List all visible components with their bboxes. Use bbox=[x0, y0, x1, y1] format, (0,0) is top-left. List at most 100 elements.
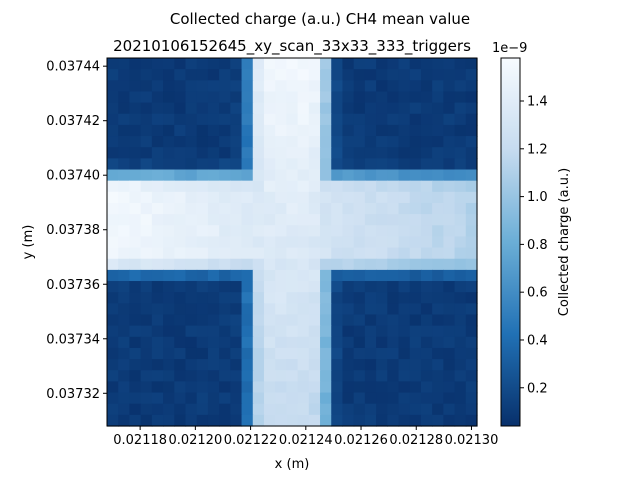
heatmap-cell bbox=[196, 225, 209, 238]
heatmap-cell bbox=[353, 69, 366, 81]
heatmap-cell bbox=[140, 214, 153, 226]
heatmap-cell bbox=[353, 292, 366, 304]
heatmap-cell bbox=[342, 392, 355, 405]
heatmap-cell bbox=[398, 102, 411, 115]
heatmap-cell bbox=[432, 247, 444, 260]
heatmap-cell bbox=[342, 314, 355, 327]
heatmap-cell bbox=[331, 169, 344, 182]
heatmap-cell bbox=[443, 102, 456, 115]
heatmap-cell bbox=[140, 191, 153, 204]
heatmap-cell bbox=[320, 158, 332, 171]
heatmap-cell bbox=[129, 258, 142, 271]
heatmap-cell bbox=[331, 347, 344, 360]
heatmap-cell bbox=[151, 113, 164, 126]
heatmap-cell bbox=[275, 403, 287, 416]
heatmap-cell bbox=[107, 147, 119, 159]
heatmap-cell bbox=[342, 336, 355, 349]
heatmap-cell bbox=[353, 359, 366, 371]
heatmap-cell bbox=[151, 392, 164, 405]
heatmap-cell bbox=[364, 325, 377, 338]
heatmap-cell bbox=[263, 247, 276, 260]
heatmap-cell bbox=[409, 214, 422, 226]
heatmap-cell bbox=[207, 336, 220, 349]
heatmap-cell bbox=[207, 124, 220, 137]
heatmap-cell bbox=[107, 258, 119, 271]
heatmap-cell bbox=[454, 314, 467, 327]
heatmap-cell bbox=[331, 359, 344, 371]
heatmap-cell bbox=[219, 347, 231, 360]
heatmap-cell bbox=[230, 80, 243, 93]
heatmap-cell bbox=[432, 381, 444, 394]
x-tick-label: 0.02118 bbox=[113, 433, 167, 448]
heatmap-cell bbox=[207, 91, 220, 104]
heatmap-cell bbox=[163, 80, 175, 93]
heatmap-cell bbox=[286, 124, 299, 137]
heatmap-cell bbox=[129, 58, 142, 70]
heatmap-cell bbox=[297, 58, 310, 70]
heatmap-cell bbox=[376, 281, 388, 293]
heatmap-cell bbox=[129, 281, 142, 293]
heatmap-cell bbox=[196, 147, 209, 159]
heatmap-cell bbox=[151, 136, 164, 148]
heatmap-cell bbox=[353, 414, 366, 427]
heatmap-cell bbox=[387, 58, 400, 70]
heatmap-cell bbox=[353, 392, 366, 405]
heatmap-cell bbox=[364, 225, 377, 238]
heatmap-cell bbox=[443, 392, 456, 405]
heatmap-cell bbox=[454, 392, 467, 405]
heatmap-cell bbox=[129, 359, 142, 371]
heatmap-cell bbox=[118, 191, 131, 204]
heatmap-cell bbox=[252, 392, 265, 405]
heatmap-cell bbox=[387, 359, 400, 371]
heatmap-cell bbox=[230, 214, 243, 226]
heatmap-cell bbox=[387, 314, 400, 327]
heatmap-cell bbox=[252, 359, 265, 371]
heatmap-cell bbox=[107, 102, 119, 115]
y-tick-label: 0.03738 bbox=[46, 223, 100, 238]
heatmap-cell bbox=[420, 236, 433, 249]
heatmap-cell bbox=[443, 69, 456, 81]
heatmap-cell bbox=[331, 69, 344, 81]
heatmap-cell bbox=[443, 214, 456, 226]
heatmap-cell bbox=[331, 325, 344, 338]
heatmap-cell bbox=[174, 236, 187, 249]
heatmap-cell bbox=[432, 359, 444, 371]
heatmap-cell bbox=[308, 359, 321, 371]
heatmap-cell bbox=[163, 169, 175, 182]
heatmap-cell bbox=[420, 392, 433, 405]
heatmap-cell bbox=[140, 370, 153, 382]
heatmap-cell bbox=[241, 281, 254, 293]
heatmap-cell bbox=[409, 80, 422, 93]
heatmap-cell bbox=[420, 370, 433, 382]
heatmap-cell bbox=[409, 69, 422, 81]
heatmap-cell bbox=[308, 247, 321, 260]
heatmap-cell bbox=[163, 392, 175, 405]
heatmap-cell bbox=[364, 69, 377, 81]
heatmap-cell bbox=[432, 180, 444, 193]
heatmap-cell bbox=[376, 91, 388, 104]
heatmap-cell bbox=[432, 258, 444, 271]
heatmap-cell bbox=[118, 381, 131, 394]
heatmap-cell bbox=[443, 281, 456, 293]
heatmap-cell bbox=[308, 69, 321, 81]
heatmap-cell bbox=[219, 325, 231, 338]
heatmap-cell bbox=[129, 325, 142, 338]
heatmap-cell bbox=[129, 214, 142, 226]
plot-frame bbox=[106, 57, 478, 427]
heatmap-cell bbox=[241, 91, 254, 104]
heatmap-cell bbox=[185, 69, 198, 81]
heatmap-cell bbox=[129, 180, 142, 193]
heatmap-cell bbox=[207, 102, 220, 115]
heatmap-cell bbox=[230, 292, 243, 304]
heatmap-cell bbox=[297, 269, 310, 282]
heatmap-cell bbox=[207, 180, 220, 193]
heatmap-cell bbox=[376, 359, 388, 371]
heatmap-cell bbox=[398, 69, 411, 81]
heatmap-cell bbox=[174, 69, 187, 81]
heatmap-cell bbox=[342, 91, 355, 104]
heatmap-cell bbox=[241, 124, 254, 137]
heatmap-cell bbox=[196, 58, 209, 70]
colorbar-tick-label: 1.4 bbox=[527, 95, 548, 110]
heatmap-cell bbox=[151, 158, 164, 171]
heatmap-cell bbox=[432, 58, 444, 70]
